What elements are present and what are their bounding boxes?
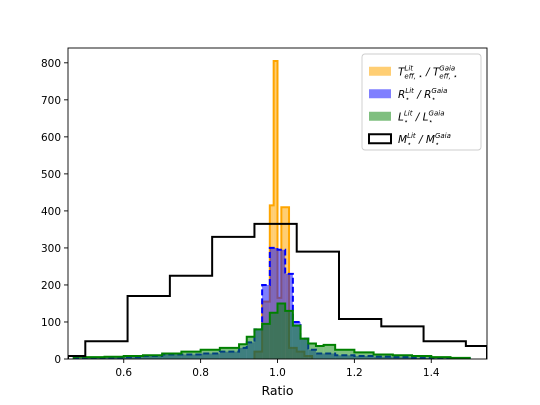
legend-handle-radius [369, 89, 391, 99]
y-tick-label: 200 [41, 280, 61, 292]
outline-mass [68, 222, 487, 359]
bar-radius [269, 247, 278, 359]
legend-entry-teff: TLit eff, ⋆ / TGaia eff, ⋆ [369, 64, 457, 80]
bar-lum [104, 356, 124, 359]
legend-entry-mass: MLit ⋆ / MGaia ⋆ [368, 132, 451, 148]
series-mass [68, 222, 487, 359]
bar-lum [181, 351, 201, 359]
bar-lum [277, 303, 286, 359]
legend-label-radius: RLit ⋆ / RGaia ⋆ [398, 87, 447, 103]
bar-lum [262, 323, 270, 359]
bar-lum [269, 312, 278, 359]
bar-lum [412, 356, 432, 359]
y-tick-label: 500 [41, 169, 61, 181]
bar-lum [142, 355, 163, 359]
bar-lum [239, 344, 247, 359]
bar-lum [392, 355, 413, 359]
legend-frame [361, 53, 482, 151]
legend-handle-lum [369, 111, 391, 121]
y-tick-label: 400 [41, 206, 61, 218]
bar-lum [73, 356, 86, 359]
y-tick-label: 800 [41, 58, 61, 70]
bar-lum [323, 344, 336, 359]
series-lum [72, 302, 471, 359]
bar-lum [123, 356, 143, 359]
bar-lum [292, 325, 301, 359]
bar-teff [273, 60, 278, 359]
y-tick-label: 100 [41, 317, 61, 329]
legend-handle-teff [369, 66, 391, 76]
x-tick-label: 0.6 [115, 367, 132, 379]
x-tick-label: 1.4 [423, 367, 440, 379]
x-axis-label: Ratio [261, 383, 293, 398]
bar-radius [262, 284, 270, 359]
x-tick-label: 1.0 [269, 367, 286, 379]
x-tick-label: 0.8 [192, 367, 209, 379]
bar-lum [335, 349, 355, 359]
legend-entry-lum: LLit ⋆ / LGaia ⋆ [369, 109, 444, 125]
bar-lum [162, 353, 182, 359]
bar-lum [219, 347, 240, 359]
outline-lum [72, 302, 471, 359]
y-tick-label: 0 [54, 354, 61, 366]
legend-handle-mass [368, 133, 392, 145]
legend: TLit eff, ⋆ / TGaia eff, ⋆ RLit ⋆ / RGaia ⋆ LL… [361, 53, 482, 151]
bar-lum [354, 352, 374, 359]
bar-lum [315, 346, 324, 359]
bar-lum [373, 354, 393, 359]
legend-label-teff: TLit eff, ⋆ / TGaia eff, ⋆ [398, 64, 457, 80]
bar-lum [246, 336, 255, 359]
x-tick-label: 1.2 [346, 367, 363, 379]
legend-entry-radius: RLit ⋆ / RGaia ⋆ [369, 87, 447, 103]
y-tick-label: 300 [41, 243, 61, 255]
bar-lum [254, 329, 263, 359]
y-tick-label: 600 [41, 132, 61, 144]
y-tick-label: 700 [41, 95, 61, 107]
axes: 0.6 0.8 1.0 1.2 1.4 0 100 200 300 400 500 600 700 800 [41, 47, 488, 379]
bar-lum [200, 349, 220, 359]
legend-label-mass: MLit ⋆ / MGaia ⋆ [398, 132, 451, 148]
legend-label-lum: LLit ⋆ / LGaia ⋆ [398, 109, 444, 125]
bar-lum [300, 338, 309, 359]
bar-lum [308, 343, 316, 359]
bar-lum [285, 310, 293, 359]
